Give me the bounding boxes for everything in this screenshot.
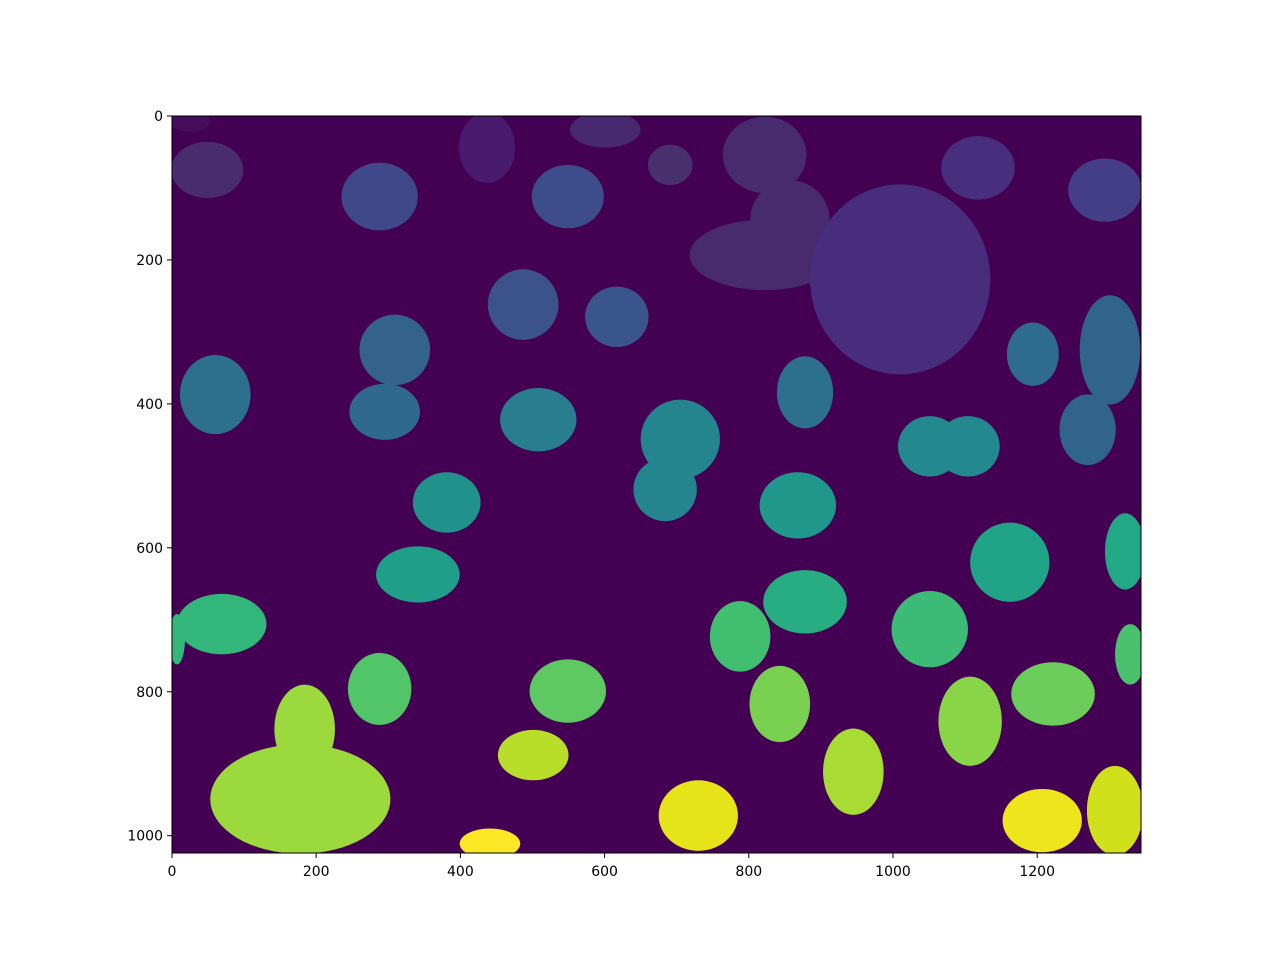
region-31 (970, 522, 1050, 602)
region-22 (1059, 394, 1116, 466)
y-tick-label: 200 (136, 253, 163, 269)
region-4 (458, 116, 516, 183)
region-51 (459, 828, 521, 853)
region-23 (776, 356, 834, 429)
region-27 (936, 416, 1000, 477)
x-axis: 0 200 400 600 800 1000 1200 (168, 853, 1055, 880)
region-28 (412, 472, 481, 533)
region-14 (487, 269, 559, 340)
regions-layer (172, 116, 1141, 853)
axes-frame (171, 115, 1142, 854)
region-13 (810, 184, 991, 375)
region-3 (341, 162, 418, 231)
x-tick-label: 1200 (1019, 864, 1055, 880)
region-40 (529, 659, 607, 723)
x-tick-label: 200 (303, 864, 330, 880)
region-37 (709, 601, 771, 672)
region-47 (823, 728, 884, 815)
region-16 (359, 314, 431, 386)
region-20 (1006, 322, 1059, 386)
x-tick-label: 800 (735, 864, 762, 880)
region-46 (497, 729, 569, 781)
region-39 (347, 652, 412, 725)
y-axis: 0 200 400 600 800 1000 (127, 109, 172, 845)
region-50 (1086, 765, 1141, 853)
region-2 (172, 141, 244, 199)
region-5 (569, 116, 641, 148)
region-17 (179, 354, 251, 435)
region-33 (763, 570, 847, 634)
region-18 (349, 383, 421, 440)
x-tick-label: 600 (591, 864, 618, 880)
region-8 (722, 116, 807, 194)
y-tick-label: 800 (136, 685, 163, 701)
region-1 (172, 116, 211, 132)
region-44 (938, 676, 1002, 766)
region-12 (750, 180, 830, 260)
x-tick-label: 400 (447, 864, 474, 880)
region-36 (891, 591, 968, 668)
region-15 (585, 286, 649, 348)
region-43 (1011, 662, 1095, 726)
region-25 (633, 457, 697, 522)
region-35 (172, 614, 185, 665)
y-tick-label: 400 (136, 397, 163, 413)
region-29 (759, 472, 837, 539)
region-6 (647, 144, 693, 186)
region-34 (177, 593, 267, 655)
region-38 (1115, 624, 1141, 685)
x-tick-label: 1000 (875, 864, 911, 880)
region-10 (1068, 158, 1141, 222)
region-32 (1104, 513, 1141, 590)
region-30 (376, 546, 460, 603)
region-19 (500, 388, 577, 452)
region-7 (531, 164, 604, 229)
region-9 (941, 136, 1015, 200)
region-49 (1002, 788, 1082, 853)
y-tick-label: 0 (154, 109, 163, 125)
region-42 (749, 665, 811, 743)
region-48 (658, 780, 738, 851)
region-45 (210, 744, 391, 853)
y-tick-label: 1000 (127, 829, 163, 845)
x-tick-label: 0 (168, 864, 177, 880)
y-tick-label: 600 (136, 541, 163, 557)
region-21 (1079, 295, 1141, 405)
